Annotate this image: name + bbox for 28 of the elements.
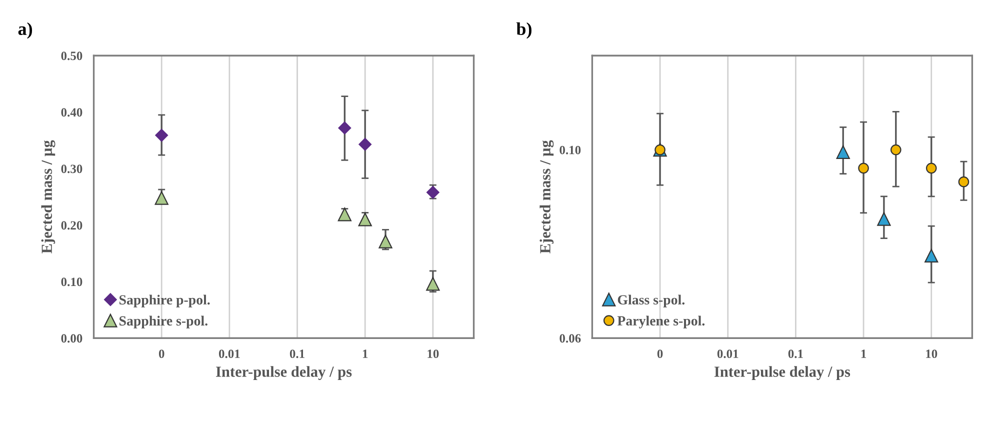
x-tick-label: 0 xyxy=(158,350,164,358)
chart-title: a) xyxy=(18,22,32,39)
y-tick-label: 0.10 xyxy=(560,146,581,154)
y-axis-title: Ejected mass / µg xyxy=(540,140,554,254)
y-tick-label: 0.06 xyxy=(560,334,581,343)
x-tick-label: 0 xyxy=(657,350,663,358)
x-tick-label: 0.1 xyxy=(290,350,304,358)
y-tick-label: 0.10 xyxy=(61,278,82,286)
y-tick-label: 0.40 xyxy=(61,108,82,117)
y-tick-label: 0.50 xyxy=(61,52,82,60)
y-tick-label: 0.00 xyxy=(61,334,82,343)
y-tick-label: 0.20 xyxy=(61,221,82,230)
x-tick-label: 0.1 xyxy=(788,350,803,358)
x-tick-label: 0.01 xyxy=(218,350,240,358)
legend-label: Sapphire p-pol. xyxy=(120,294,210,308)
y-tick-label: 0.30 xyxy=(61,164,82,174)
legend-label: Sapphire s-pol. xyxy=(120,316,208,328)
x-tick-label: 10 xyxy=(428,350,439,358)
x-tick-label: 1 xyxy=(362,350,368,358)
x-tick-label: 0.01 xyxy=(717,350,738,358)
chart-title: b) xyxy=(516,22,532,39)
x-tick-label: 10 xyxy=(926,350,938,358)
x-axis-title: Inter-pulse delay / ps xyxy=(714,366,850,380)
x-axis-title: Inter-pulse delay / ps xyxy=(216,366,352,380)
y-axis-title: Ejected mass / µg xyxy=(41,140,56,254)
x-tick-label: 1 xyxy=(861,350,866,358)
legend-label: Parylene s-pol. xyxy=(617,316,705,328)
legend-label: Glass s-pol. xyxy=(618,294,685,308)
